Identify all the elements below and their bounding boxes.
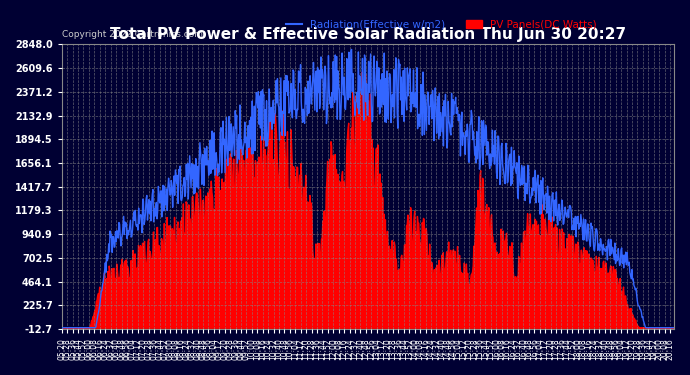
Legend: Radiation(Effective w/m2), PV Panels(DC Watts): Radiation(Effective w/m2), PV Panels(DC … bbox=[282, 15, 601, 34]
Text: Copyright 2022 Cartronics.com: Copyright 2022 Cartronics.com bbox=[62, 30, 203, 39]
Title: Total PV Power & Effective Solar Radiation Thu Jun 30 20:27: Total PV Power & Effective Solar Radiati… bbox=[110, 27, 626, 42]
